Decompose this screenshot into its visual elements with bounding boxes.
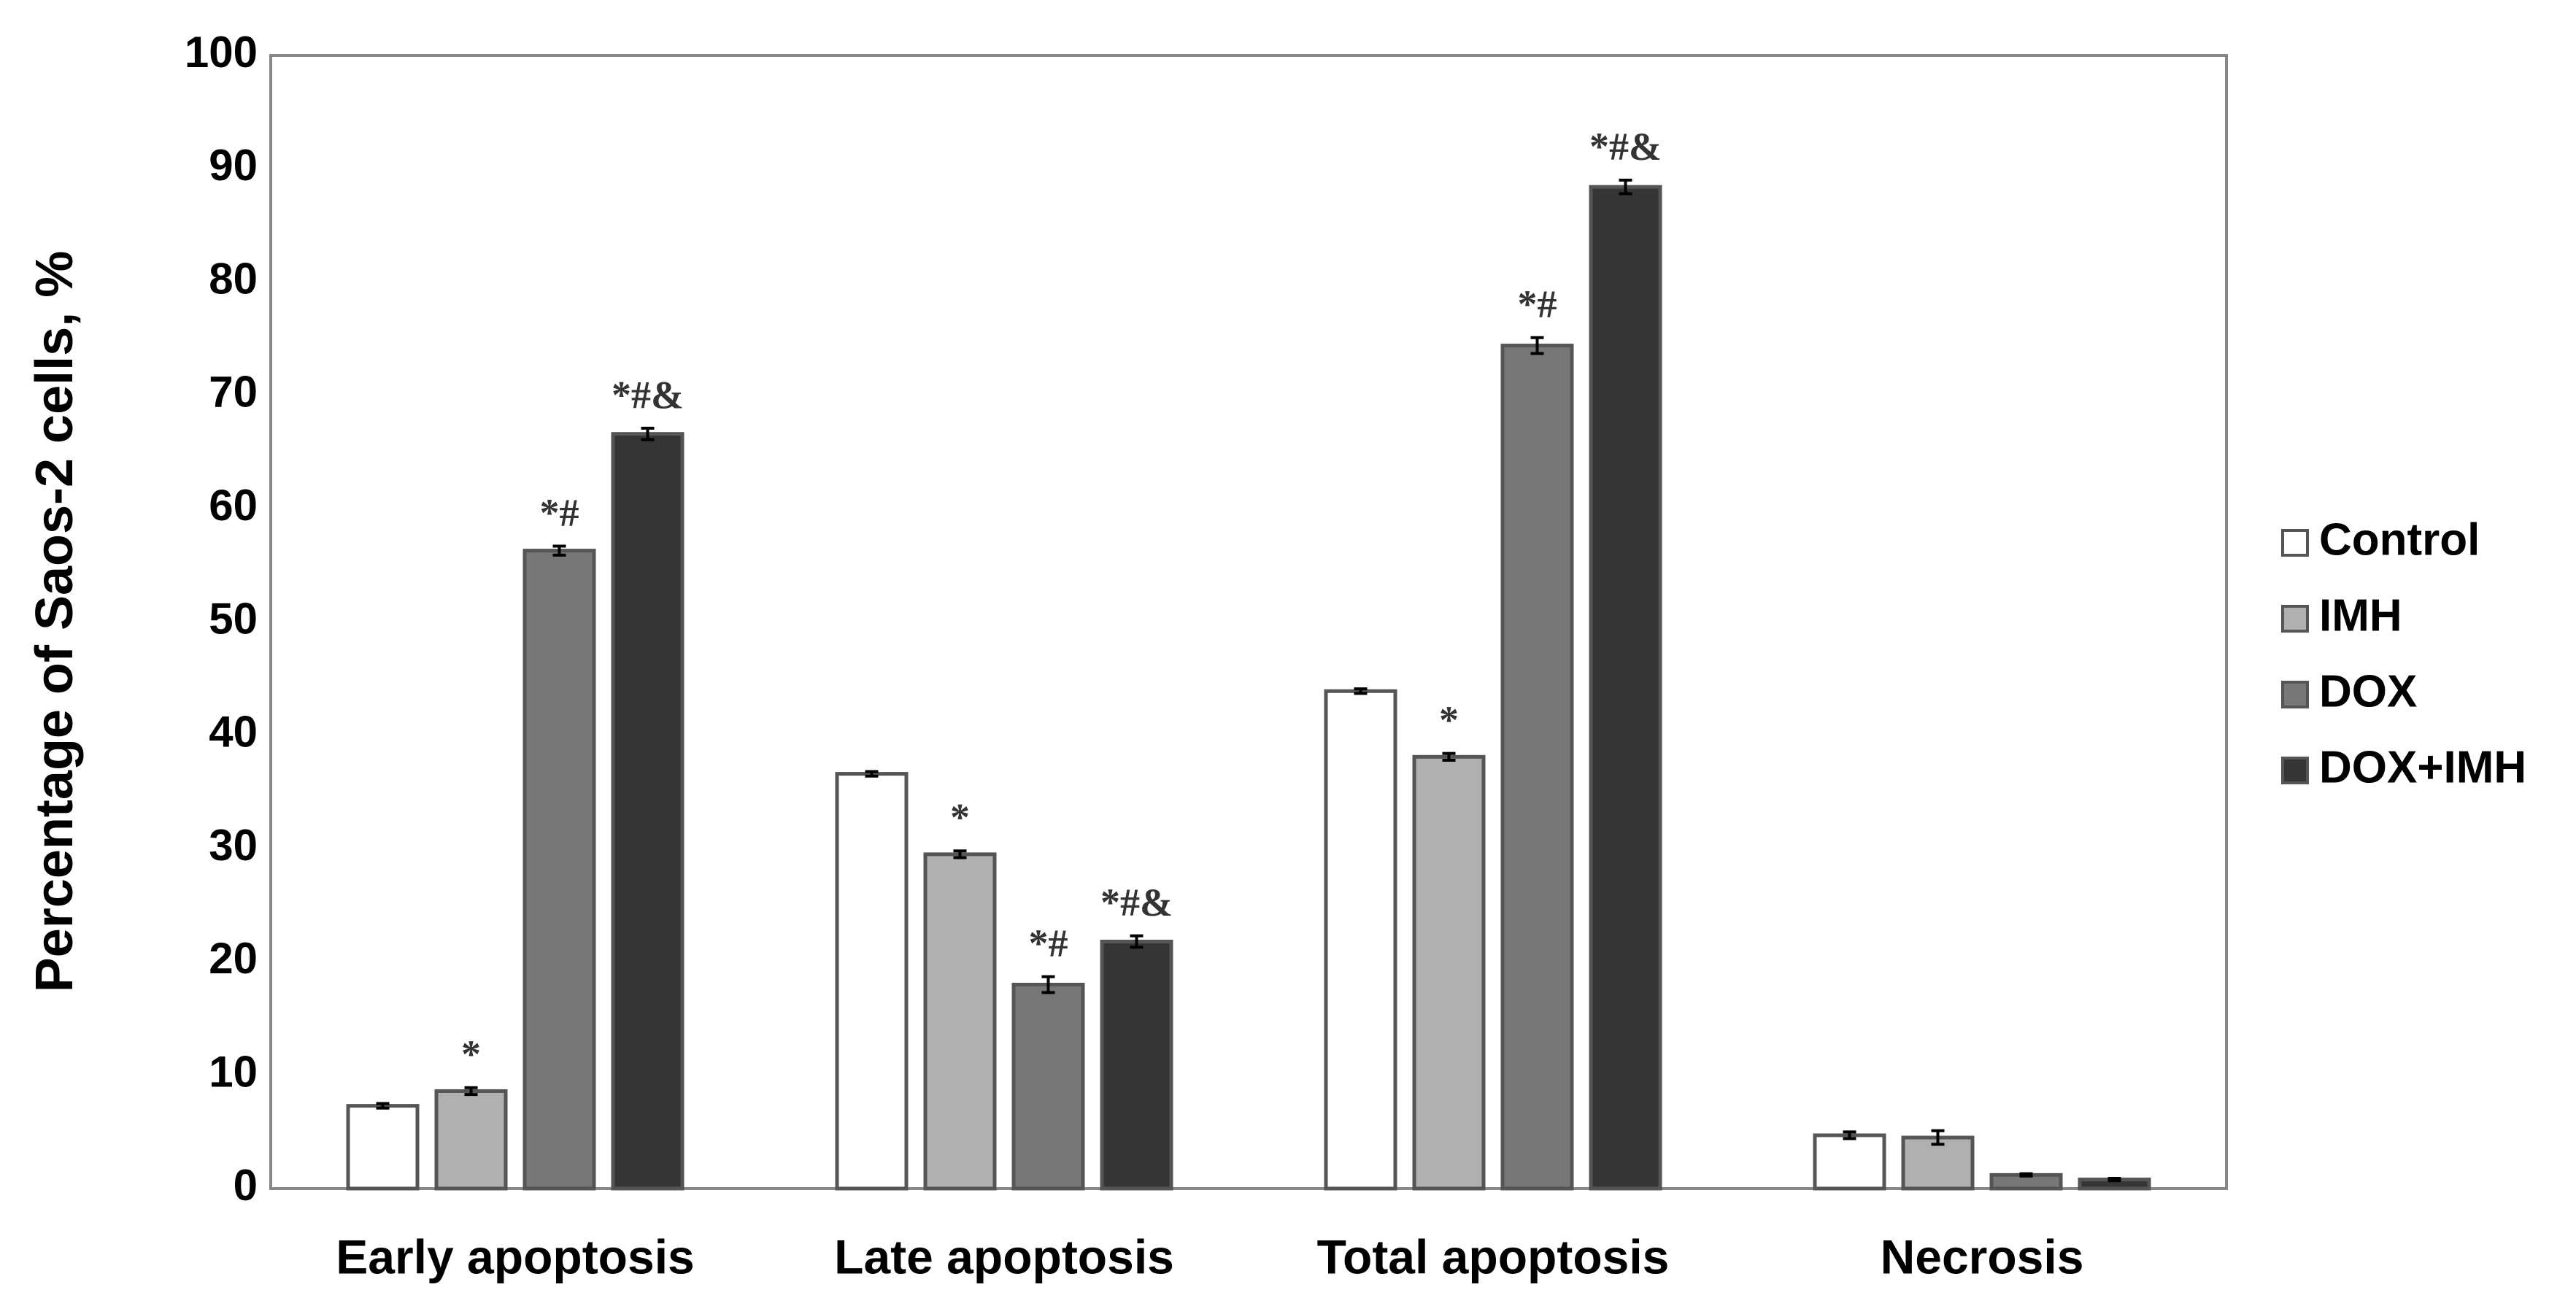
significance-label: *# (1518, 282, 1557, 326)
bar (1100, 939, 1173, 1191)
significance-label: *#& (1589, 125, 1662, 169)
error-bar (953, 849, 967, 859)
legend-label: DOX+IMH (2319, 742, 2526, 792)
error-bar (1041, 975, 1055, 994)
legend-label: DOX (2319, 666, 2417, 716)
y-axis-title: Percentage of Saos-2 cells, % (26, 251, 84, 992)
bar (611, 432, 685, 1191)
x-tick-label: Late apoptosis (834, 1229, 1174, 1283)
error-bar (641, 426, 655, 441)
error-bar (464, 1086, 478, 1097)
bar (1901, 1135, 1975, 1191)
legend-swatch (2281, 757, 2309, 784)
legend-label: Control (2319, 514, 2480, 565)
significance-label: * (950, 796, 970, 840)
error-bar (1530, 336, 1544, 355)
bar (522, 549, 596, 1191)
significance-label: * (1439, 698, 1459, 742)
bar (1324, 689, 1397, 1191)
y-tick-label: 10 (209, 1048, 258, 1097)
error-bar (1931, 1129, 1945, 1146)
error-bar (1354, 687, 1368, 695)
significance-label: *#& (1100, 881, 1173, 924)
error-bar (2019, 1172, 2033, 1178)
bar (434, 1089, 508, 1191)
error-bar (865, 770, 879, 778)
legend-swatch (2281, 605, 2309, 633)
error-bar (376, 1102, 390, 1110)
significance-label: *# (1029, 921, 1068, 965)
y-tick-label: 100 (185, 28, 258, 77)
y-tick-label: 80 (209, 254, 258, 303)
error-bar (552, 544, 566, 557)
bar (1589, 185, 1662, 1191)
significance-label: *# (540, 491, 579, 535)
y-tick-label: 40 (209, 708, 258, 757)
bar (835, 772, 909, 1191)
plot-frame (269, 54, 2228, 1190)
error-bar (1843, 1130, 1856, 1140)
significance-label: *#& (612, 373, 684, 417)
y-tick-label: 30 (209, 821, 258, 870)
y-tick-label: 20 (209, 934, 258, 983)
bar (1011, 982, 1085, 1191)
x-tick-label: Early apoptosis (336, 1229, 695, 1283)
bar (1813, 1133, 1886, 1191)
y-tick-label: 0 (234, 1161, 258, 1210)
error-bar (1619, 178, 1632, 196)
bar (1412, 754, 1486, 1191)
y-tick-label: 70 (209, 368, 258, 417)
legend-swatch (2281, 529, 2309, 557)
bar (1500, 344, 1574, 1191)
y-tick-label: 60 (209, 481, 258, 530)
bar (923, 852, 997, 1191)
error-bar (1130, 934, 1144, 949)
legend-swatch (2281, 681, 2309, 708)
y-tick-label: 50 (209, 594, 258, 643)
y-tick-label: 90 (209, 141, 258, 190)
error-bar (2108, 1177, 2121, 1183)
bar (346, 1104, 420, 1191)
error-bar (1442, 751, 1456, 762)
legend-label: IMH (2319, 590, 2402, 641)
significance-label: * (461, 1032, 481, 1076)
x-tick-label: Total apoptosis (1317, 1229, 1670, 1283)
x-tick-label: Necrosis (1881, 1229, 2084, 1283)
